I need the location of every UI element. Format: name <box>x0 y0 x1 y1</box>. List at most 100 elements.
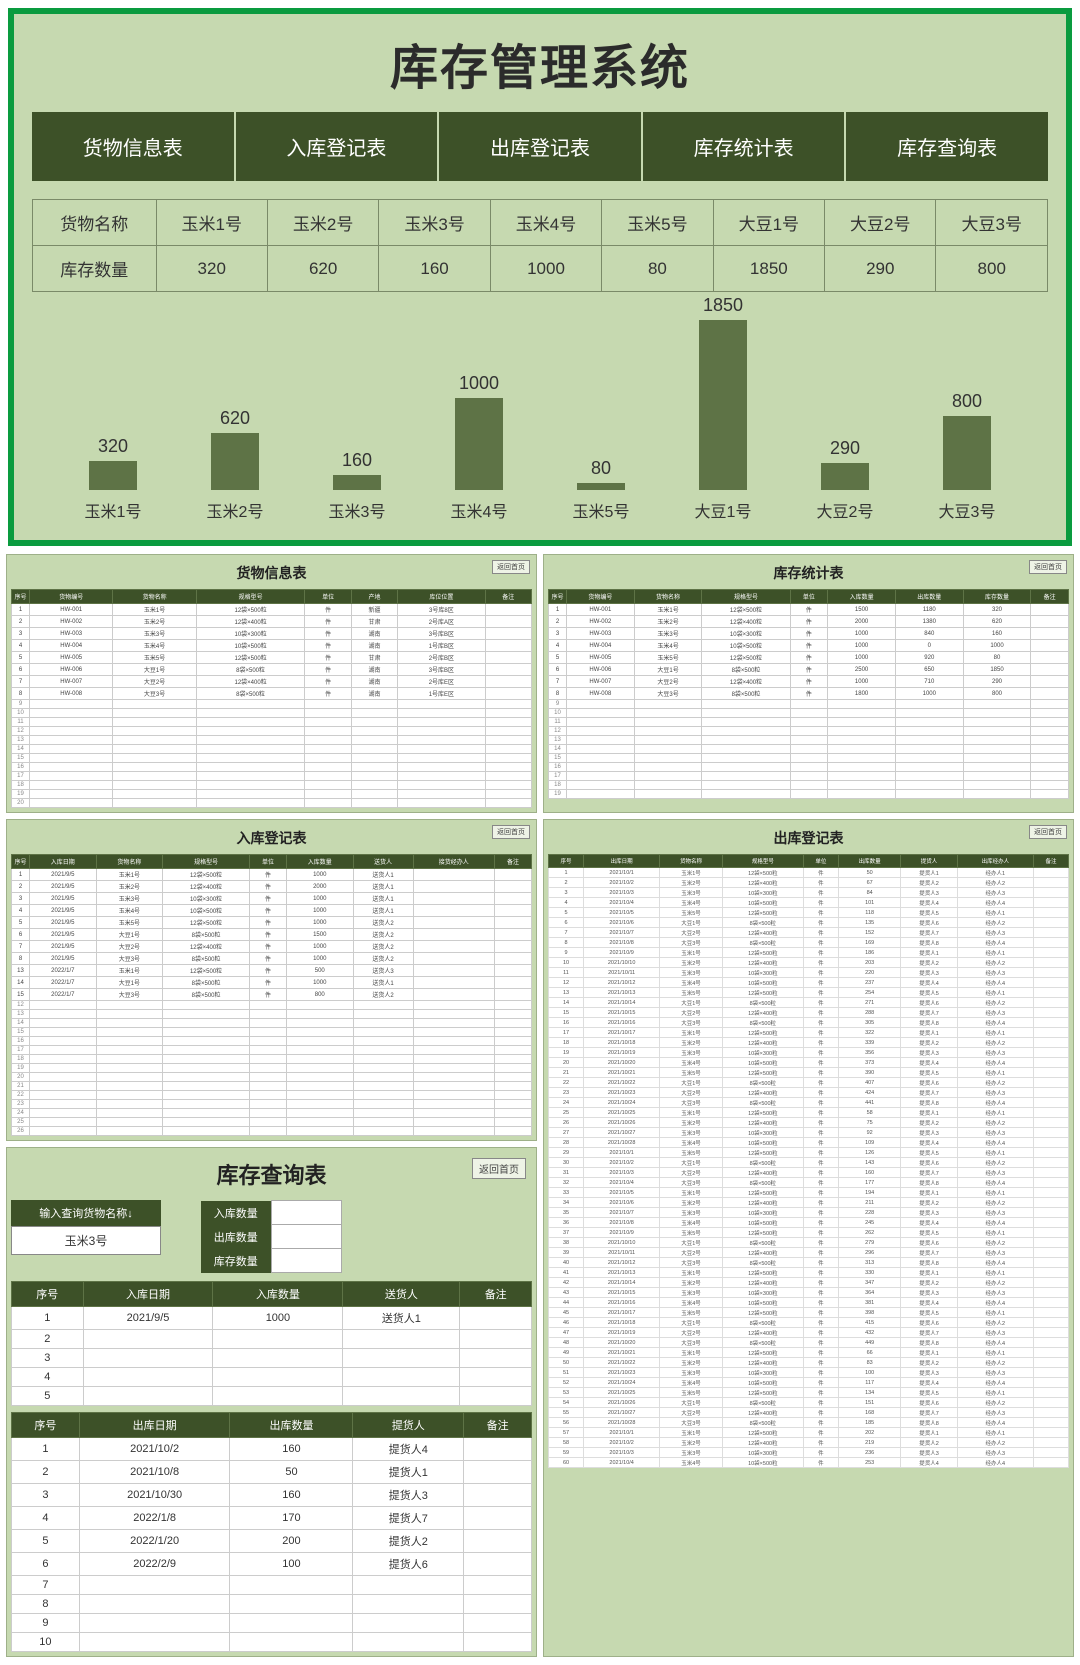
cell: 8 <box>549 688 567 700</box>
cell: 2021/9/5 <box>30 905 97 917</box>
back-button[interactable]: 返回首页 <box>492 560 530 574</box>
cell: 16 <box>549 1018 584 1028</box>
cell: 16 <box>12 763 30 772</box>
cell: 126 <box>838 1148 900 1158</box>
cell <box>895 763 963 772</box>
cell <box>249 1001 286 1010</box>
cell: 件 <box>249 953 286 965</box>
cell <box>343 1387 460 1406</box>
cell: 件 <box>305 688 351 700</box>
back-button[interactable]: 返回首页 <box>1029 825 1067 839</box>
cell: 玉米1号 <box>660 948 722 958</box>
cell: 320 <box>963 604 1031 616</box>
table-row: 8HW-008大豆3号8袋×500粒件湖南1号库E区 <box>12 688 532 700</box>
cell: 25 <box>549 1108 584 1118</box>
cell: 提货人8 <box>901 1018 957 1028</box>
cell <box>1033 928 1068 938</box>
cell: 5 <box>12 1530 80 1553</box>
back-button[interactable]: 返回首页 <box>472 1158 526 1179</box>
cell: 18 <box>549 781 567 790</box>
cell: 11 <box>12 718 30 727</box>
cell: 15 <box>12 754 30 763</box>
cell: 件 <box>803 1418 838 1428</box>
cell <box>213 1330 343 1349</box>
cell: 经办人2 <box>957 1438 1033 1448</box>
cell <box>353 1595 464 1614</box>
cell: 件 <box>249 941 286 953</box>
cell: 1000 <box>286 905 353 917</box>
cell: 件 <box>803 948 838 958</box>
cell: 8 <box>12 688 30 700</box>
cell <box>895 781 963 790</box>
cell <box>113 709 196 718</box>
cell <box>96 1109 163 1118</box>
column-header: 入库数量 <box>828 590 896 604</box>
tab-goods-info[interactable]: 货物信息表 <box>32 112 234 181</box>
tab-outbound[interactable]: 出库登记表 <box>439 112 641 181</box>
back-button[interactable]: 返回首页 <box>1029 560 1067 574</box>
cell: 提货人6 <box>901 1238 957 1248</box>
chart-bar-value: 800 <box>952 391 982 412</box>
cell: 2021/10/8 <box>584 938 660 948</box>
table-row: 62021/9/5大豆1号8袋×500粒件1500送货人2 <box>12 929 532 941</box>
cell: 407 <box>838 1078 900 1088</box>
cell: 件 <box>803 1268 838 1278</box>
cell: 1380 <box>895 616 963 628</box>
cell: 2000 <box>828 616 896 628</box>
cell: 32 <box>549 1178 584 1188</box>
cell <box>83 1330 213 1349</box>
cell <box>305 745 351 754</box>
cell: 2022/1/7 <box>30 989 97 1001</box>
column-header: 入库数量 <box>286 855 353 869</box>
table-row: 25 <box>12 1118 532 1127</box>
cell <box>413 881 494 893</box>
cell <box>464 1484 532 1507</box>
back-button[interactable]: 返回首页 <box>492 825 530 839</box>
cell: HW-008 <box>567 688 635 700</box>
cell <box>1033 1068 1068 1078</box>
column-header: 备注 <box>464 1413 532 1438</box>
cell <box>702 745 790 754</box>
cell: 大豆2号 <box>660 1088 722 1098</box>
cell <box>96 1037 163 1046</box>
cell: 8 <box>549 938 584 948</box>
cell <box>1033 1438 1068 1448</box>
cell: 1 <box>549 604 567 616</box>
cell: 16 <box>12 1037 30 1046</box>
cell <box>30 718 113 727</box>
query-input-value[interactable]: 玉米3号 <box>11 1226 161 1255</box>
cell <box>828 718 896 727</box>
cell <box>790 718 828 727</box>
cell: 件 <box>249 869 286 881</box>
cell: 1000 <box>286 977 353 989</box>
summary-table: 货物名称玉米1号玉米2号玉米3号玉米4号玉米5号大豆1号大豆2号大豆3号 库存数… <box>32 199 1048 292</box>
cell <box>1033 1358 1068 1368</box>
cell <box>230 1595 353 1614</box>
cell <box>790 763 828 772</box>
table-row: 52021/10/5玉米5号12袋×500粒件118提货人5经办人1 <box>549 908 1069 918</box>
sheet-inbound: 返回首页 入库登记表 序号入库日期货物名称规格型号单位入库数量送货人接货经办人备… <box>6 819 537 1141</box>
tab-query[interactable]: 库存查询表 <box>846 112 1048 181</box>
tab-inbound[interactable]: 入库登记表 <box>236 112 438 181</box>
cell: 12袋×400粒 <box>722 1438 803 1448</box>
tab-stats[interactable]: 库存统计表 <box>643 112 845 181</box>
table-row: 19 <box>12 1064 532 1073</box>
cell: 送货人3 <box>353 965 413 977</box>
cell <box>460 1368 532 1387</box>
cell <box>286 1028 353 1037</box>
cell: 件 <box>790 688 828 700</box>
cell: 53 <box>549 1388 584 1398</box>
cell <box>895 727 963 736</box>
table-row: 342021/10/6玉米2号12袋×400粒件211提货人2经办人2 <box>549 1198 1069 1208</box>
cell: 66 <box>838 1348 900 1358</box>
cell: 经办人1 <box>957 988 1033 998</box>
cell: 54 <box>549 1398 584 1408</box>
cell <box>413 1028 494 1037</box>
cell: 2021/10/21 <box>584 1068 660 1078</box>
cell: 10 <box>549 709 567 718</box>
cell <box>351 700 397 709</box>
cell <box>249 1028 286 1037</box>
cell: 152 <box>838 928 900 938</box>
cell: 大豆3号 <box>660 1178 722 1188</box>
table-row: 502021/10/22玉米2号12袋×400粒件83提货人2经办人2 <box>549 1358 1069 1368</box>
